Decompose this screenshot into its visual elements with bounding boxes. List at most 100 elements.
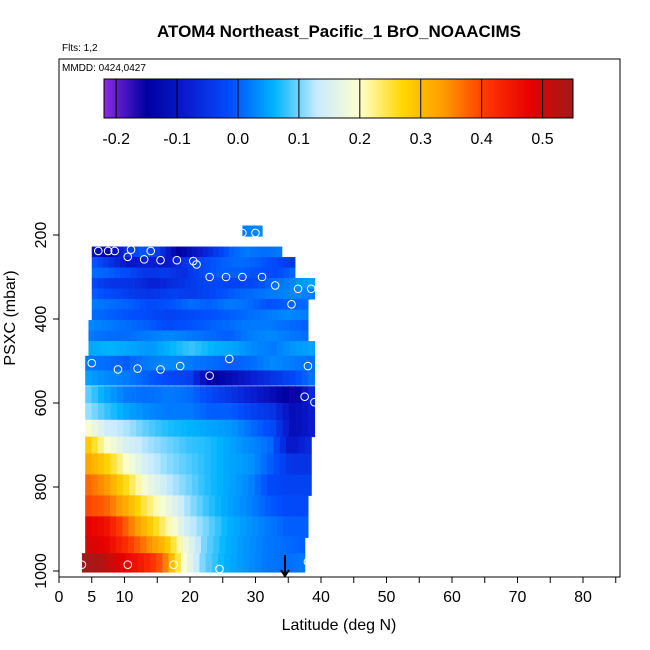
heatmap-cell xyxy=(271,246,278,258)
latitude-marker-arrow xyxy=(280,555,290,578)
heatmap-cell xyxy=(193,419,201,438)
heatmap-cell xyxy=(244,246,251,258)
heatmap-cell xyxy=(142,370,150,386)
heatmap-cell xyxy=(258,288,266,300)
heatmap-cell xyxy=(123,355,131,371)
heatmap-cell xyxy=(177,516,185,538)
heatmap-cell xyxy=(119,257,127,269)
heatmap-cell xyxy=(161,330,169,342)
heatmap-cell xyxy=(282,370,290,386)
heatmap-cell xyxy=(288,403,296,421)
heatmap-cell xyxy=(94,341,102,357)
heatmap-cell xyxy=(179,453,187,475)
heatmap-cell xyxy=(125,553,133,573)
heatmap-cell xyxy=(103,309,111,321)
heatmap-cell xyxy=(136,267,144,279)
heatmap-cell xyxy=(135,288,142,300)
heatmap-cell xyxy=(91,516,99,538)
heatmap-cell xyxy=(184,516,191,538)
heatmap-cell xyxy=(143,330,151,342)
heatmap-cell xyxy=(136,419,144,438)
heatmap-cell xyxy=(283,309,291,321)
heatmap-cell xyxy=(250,403,258,421)
heatmap-cell xyxy=(186,246,193,258)
heatmap-cell xyxy=(295,288,303,300)
heatmap-cell xyxy=(259,299,267,311)
heatmap-cell xyxy=(276,495,284,517)
heatmap-cell xyxy=(97,246,103,258)
heatmap-cell xyxy=(232,267,239,279)
y-tick-label: 600 xyxy=(33,390,50,417)
heatmap-cell xyxy=(242,436,250,454)
heatmap-cell xyxy=(289,267,296,279)
heatmap-cell xyxy=(234,320,242,332)
heatmap-cell xyxy=(231,370,239,386)
heatmap-cell xyxy=(277,309,285,321)
heatmap-cell xyxy=(131,320,138,332)
heatmap-cell xyxy=(147,436,155,454)
heatmap-cell xyxy=(239,341,247,357)
heatmap-cell xyxy=(123,419,131,438)
heatmap-cell xyxy=(191,474,199,496)
heatmap-cell xyxy=(141,474,149,496)
heatmap-cell xyxy=(116,495,123,517)
heatmap-cell xyxy=(248,436,256,454)
heatmap-cell xyxy=(85,419,93,438)
heatmap-cell xyxy=(279,436,287,454)
y-axis-label: PSXC (mbar) xyxy=(2,270,19,365)
heatmap-cell xyxy=(257,370,265,386)
heatmap-cell xyxy=(122,453,130,475)
heatmap-cell xyxy=(173,436,180,454)
data-point xyxy=(172,255,182,265)
heatmap-cell xyxy=(110,419,118,438)
heatmap-cell xyxy=(174,403,182,421)
heatmap-cell xyxy=(184,495,191,517)
heatmap-cell xyxy=(226,341,234,357)
heatmap-cell xyxy=(148,257,155,269)
heatmap-cell xyxy=(288,419,296,438)
heatmap-cell xyxy=(228,246,235,258)
x-tick-label: 60 xyxy=(443,589,461,606)
heatmap-cell xyxy=(238,403,245,421)
data-point xyxy=(238,272,247,282)
heatmap-cell xyxy=(227,516,235,538)
heatmap-cell xyxy=(173,320,181,332)
heatmap-cell xyxy=(185,453,193,475)
heatmap-cell xyxy=(298,474,306,496)
heatmap-cell xyxy=(295,403,303,421)
heatmap-cell xyxy=(193,403,201,421)
heatmap-cell xyxy=(197,246,204,258)
heatmap-cell xyxy=(104,453,111,475)
heatmap-cell xyxy=(104,386,112,404)
heatmap-cell xyxy=(295,386,303,404)
heatmap-cell xyxy=(211,309,219,321)
heatmap-cell xyxy=(145,299,153,311)
heatmap-cell xyxy=(121,536,129,556)
heatmap-cell xyxy=(122,495,130,517)
heatmap-cell xyxy=(165,288,173,300)
heatmap-cell xyxy=(288,370,296,386)
heatmap-cell xyxy=(184,278,192,290)
heatmap-cell xyxy=(166,453,174,475)
heatmap-cell xyxy=(218,355,226,371)
heatmap-cell xyxy=(149,553,157,573)
heatmap-cell xyxy=(253,320,260,332)
heatmap-cell xyxy=(260,474,268,496)
heatmap-cell xyxy=(97,516,105,538)
heatmap-cell xyxy=(212,386,220,404)
heatmap-cell xyxy=(176,341,184,357)
heatmap-cell xyxy=(128,288,136,300)
heatmap-cell xyxy=(254,474,262,496)
heatmap-cell xyxy=(217,299,225,311)
heatmap-cell xyxy=(122,516,130,538)
heatmap-cell xyxy=(129,386,137,404)
data-point xyxy=(257,272,267,282)
heatmap-cell xyxy=(199,299,207,311)
heatmap-cell xyxy=(295,355,303,371)
heatmap-cell xyxy=(257,341,265,357)
heatmap-cell xyxy=(212,355,220,371)
heatmap-cell xyxy=(149,330,157,342)
heatmap-cell xyxy=(231,355,239,371)
heatmap-cell xyxy=(263,370,271,386)
heatmap-cell xyxy=(264,288,272,300)
